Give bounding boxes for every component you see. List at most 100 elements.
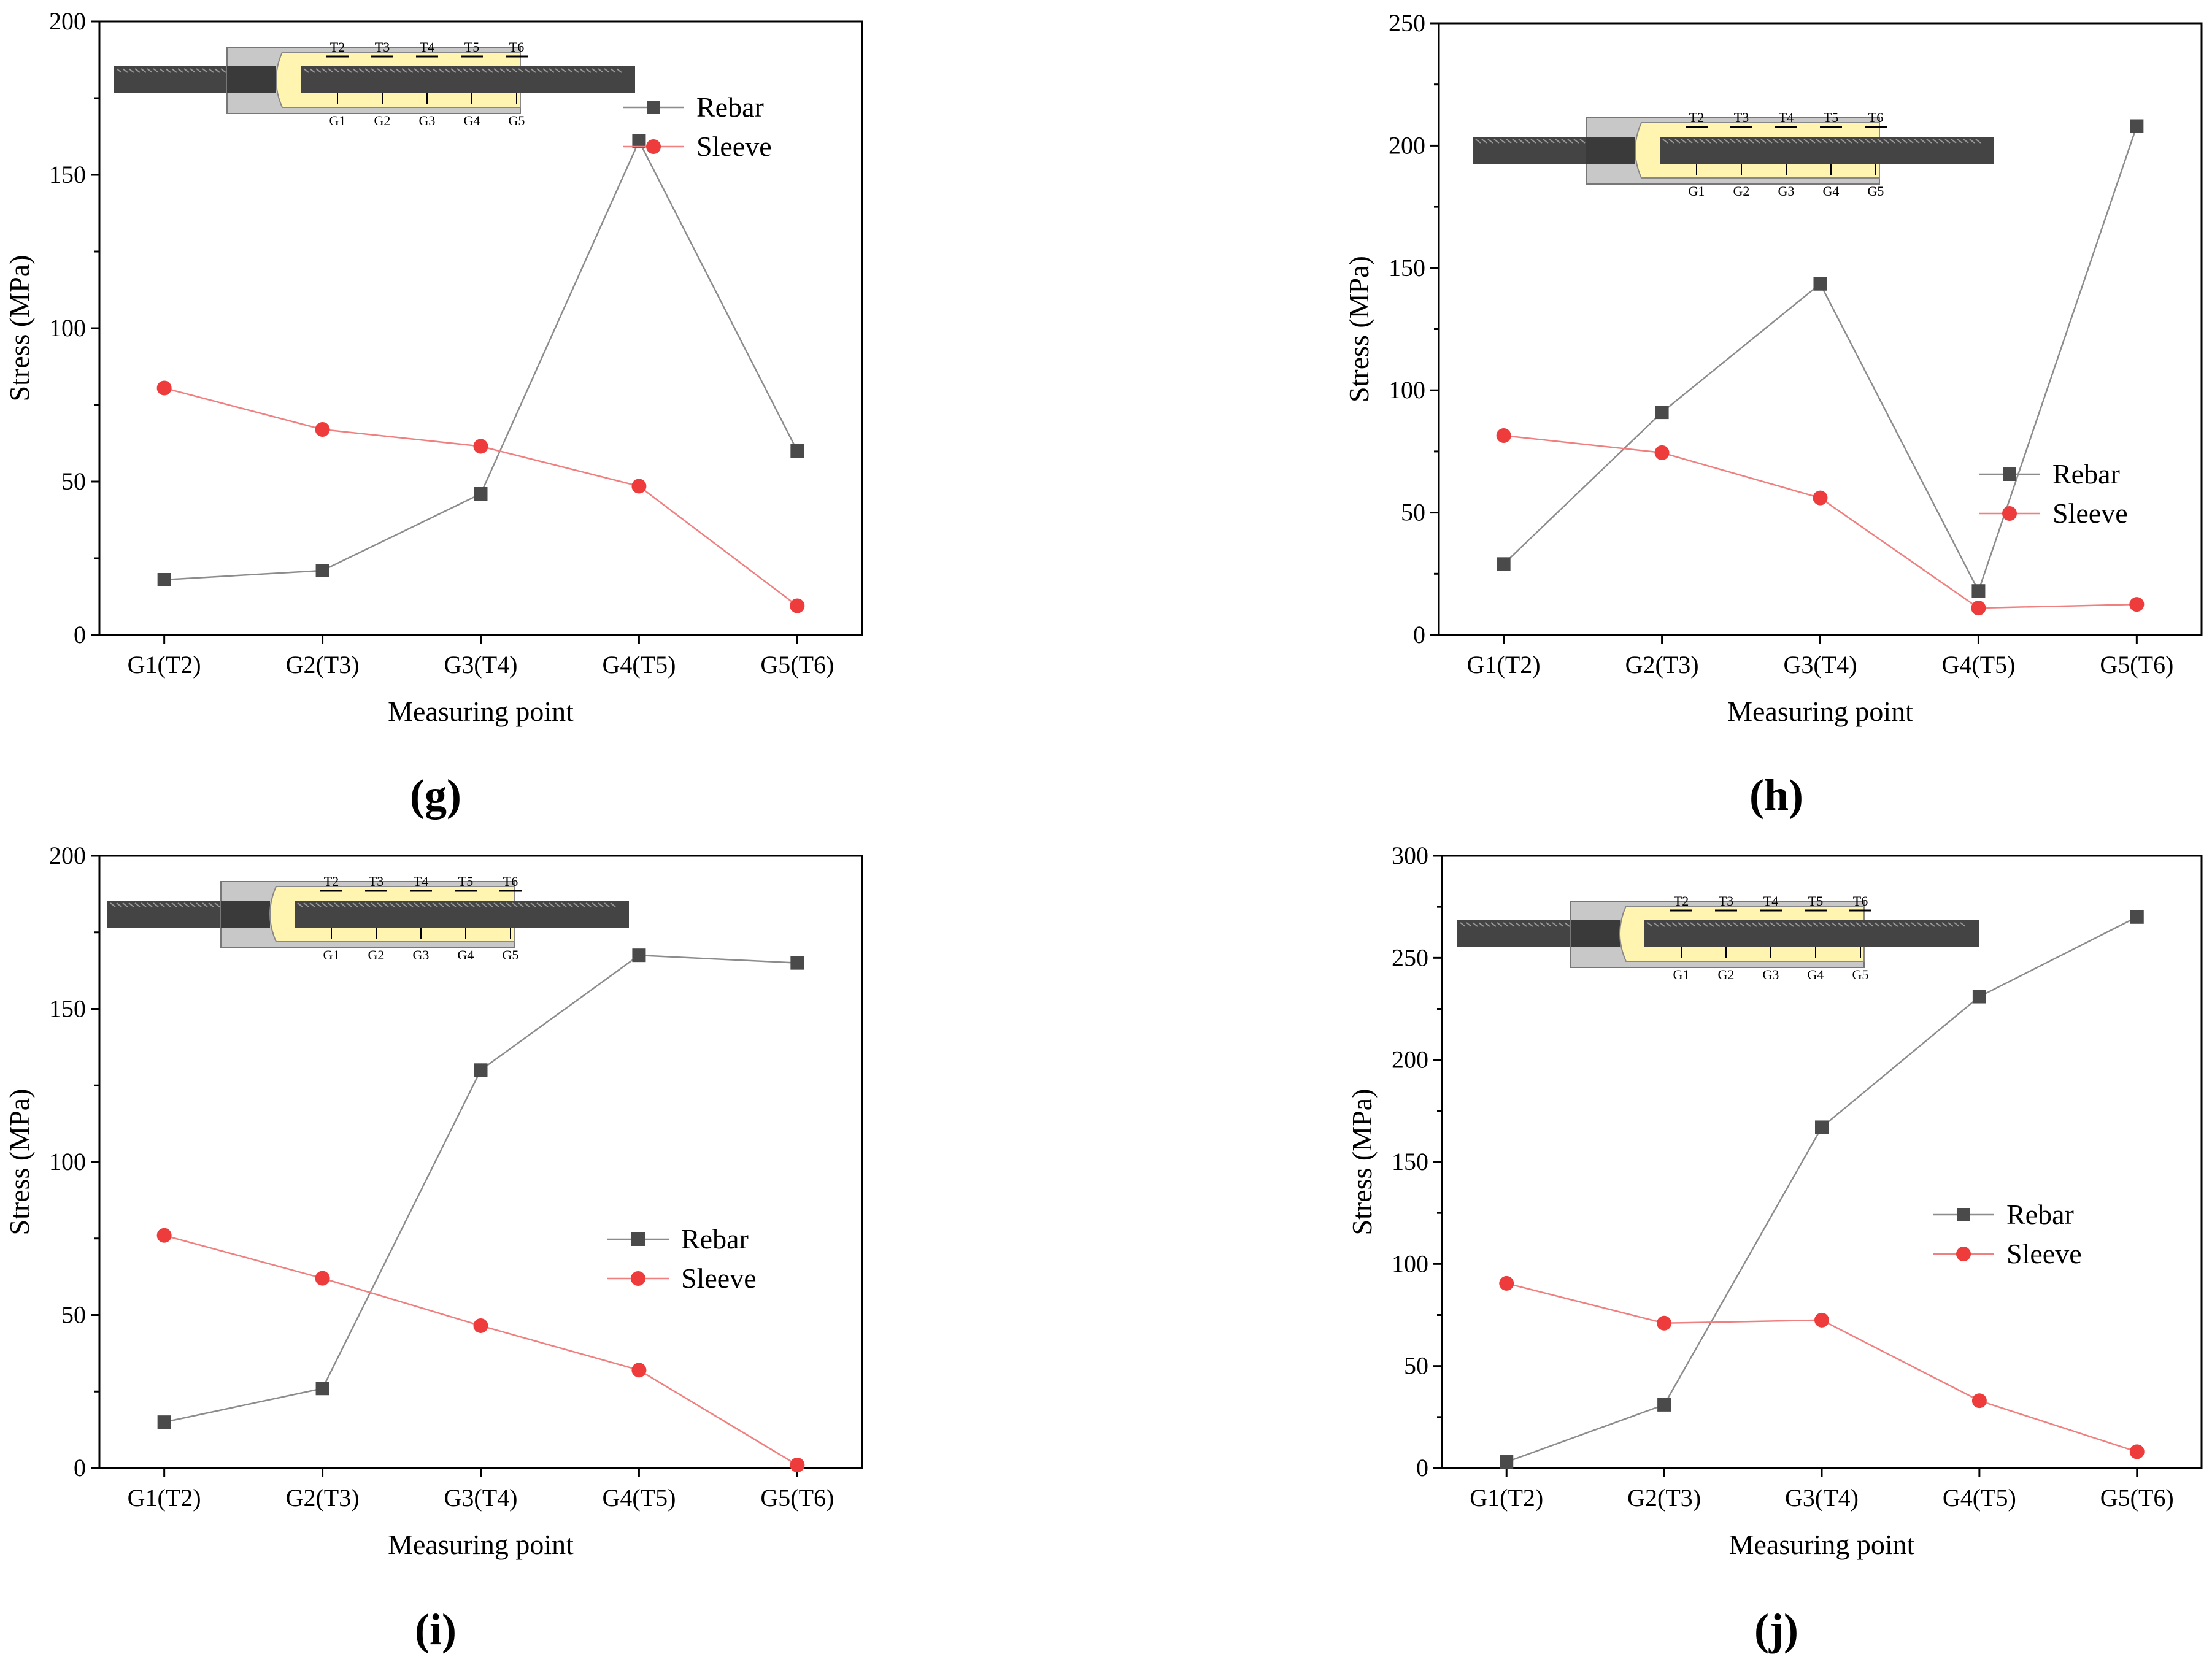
rib <box>334 68 340 73</box>
rib <box>1905 922 1911 927</box>
rib <box>1856 922 1862 927</box>
y-tick-label: 50 <box>61 1301 86 1329</box>
gauge-label-top: T5 <box>1808 893 1823 909</box>
rib <box>450 68 457 73</box>
rib <box>414 902 420 907</box>
chart-panel-2: 0 50 100 150 200 G1(T2) G2(T3) G3(T4) G4(T5) G5(T… <box>4 842 863 1654</box>
rib <box>1533 922 1540 927</box>
sleeve-point <box>315 1271 330 1286</box>
rib <box>1806 922 1813 927</box>
rib <box>493 68 499 73</box>
y-tick-label: 50 <box>1404 1352 1428 1380</box>
rib <box>469 902 475 907</box>
rebar-point <box>315 564 329 577</box>
rib <box>450 902 457 907</box>
rib <box>1696 922 1702 927</box>
rib <box>1693 139 1699 144</box>
rib <box>555 902 561 907</box>
rib <box>1481 139 1487 144</box>
rib <box>604 68 610 73</box>
sleeve-point <box>315 422 330 437</box>
gauge-label-top: T5 <box>458 874 473 889</box>
y-tick-label: 0 <box>1416 1454 1428 1482</box>
rib <box>183 902 190 907</box>
rib <box>352 68 358 73</box>
rib <box>1803 139 1809 144</box>
rib <box>1674 139 1681 144</box>
y-axis-title: Stress (MPa) <box>1343 256 1374 402</box>
rib <box>1503 922 1509 927</box>
rib <box>1923 922 1929 927</box>
rib <box>1770 922 1776 927</box>
rib <box>1773 139 1779 144</box>
rebar-point <box>632 134 646 148</box>
rib <box>1822 139 1828 144</box>
x-tick-label: G2(T3) <box>1627 1484 1701 1512</box>
x-tick-label: G2(T3) <box>286 651 360 679</box>
rib <box>481 902 487 907</box>
gauge-label-top: T3 <box>369 874 383 889</box>
sleeve-point <box>790 1458 805 1473</box>
rib <box>1493 139 1500 144</box>
rib <box>371 68 377 73</box>
rib <box>1708 922 1714 927</box>
rib <box>1776 922 1782 927</box>
rib <box>1515 922 1521 927</box>
rib <box>383 902 389 907</box>
chart-panel-3: 0 50 100 150 200 250 300 G1(T2) G2(T3) G3(T4) G4(T… <box>1346 842 2203 1654</box>
rib <box>487 68 493 73</box>
rib <box>438 68 444 73</box>
rib <box>1552 922 1558 927</box>
gauge-label-top: T4 <box>414 874 428 889</box>
panel-label: (g) <box>410 771 461 820</box>
rib <box>1834 139 1840 144</box>
rib <box>1714 922 1721 927</box>
rib <box>1816 139 1822 144</box>
rib <box>542 68 549 73</box>
rib <box>610 902 616 907</box>
rib <box>1742 139 1748 144</box>
rib <box>1963 139 1969 144</box>
rebar-point <box>1657 1398 1671 1412</box>
series-line-rebar <box>164 954 798 1423</box>
gauge-label-bottom: G5 <box>509 113 525 128</box>
gauge-label-bottom: G1 <box>329 113 346 128</box>
x-tick-label: G5(T6) <box>760 651 834 679</box>
rib <box>1902 139 1908 144</box>
rib <box>340 68 346 73</box>
rib <box>1472 922 1478 927</box>
rib <box>1791 139 1797 144</box>
legend-marker <box>1957 1208 1970 1221</box>
rib <box>1825 922 1831 927</box>
rib <box>1681 139 1687 144</box>
rib <box>1717 139 1724 144</box>
rib <box>407 902 414 907</box>
rib <box>190 68 196 73</box>
rib <box>196 902 202 907</box>
sleeve-diagram: T2 G1 T3 G2 T4 G3 T5 G4 T6 G5 <box>1457 893 1979 982</box>
sleeve-point <box>1657 1315 1672 1331</box>
rib <box>153 902 159 907</box>
rib <box>561 68 567 73</box>
gauge-label-top: T2 <box>1674 893 1689 909</box>
rib <box>377 68 383 73</box>
y-tick-label: 200 <box>1392 1046 1428 1074</box>
rib <box>1739 922 1745 927</box>
rib <box>1509 922 1515 927</box>
rib <box>1751 922 1757 927</box>
rib <box>1727 922 1733 927</box>
rib <box>1917 922 1923 927</box>
rib <box>1767 139 1773 144</box>
gauge-label-top: T4 <box>1763 893 1778 909</box>
sleeve-point <box>2129 1444 2145 1459</box>
rib <box>579 902 585 907</box>
rib <box>346 68 352 73</box>
rib <box>530 68 536 73</box>
legend-label: Rebar <box>2052 458 2120 490</box>
rib <box>567 68 573 73</box>
gauge-label-top: T5 <box>464 39 479 55</box>
y-tick-label: 100 <box>1392 1250 1428 1277</box>
rib <box>1687 139 1693 144</box>
rib <box>315 902 322 907</box>
y-tick-label: 200 <box>49 842 86 869</box>
